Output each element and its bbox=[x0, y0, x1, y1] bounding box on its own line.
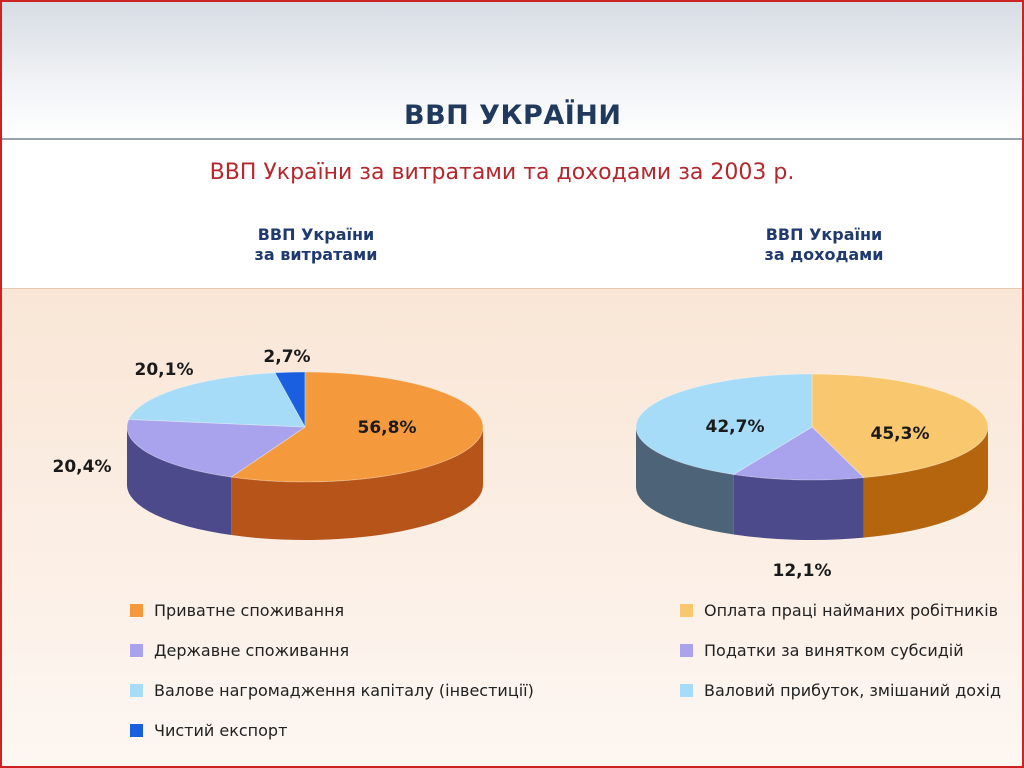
pie1-slice-2 bbox=[635, 373, 813, 475]
legend-label: Податки за винятком субсидій bbox=[704, 641, 964, 660]
pie1-label-1: 12,1% bbox=[773, 561, 832, 581]
chart-title-line1: ВВП України bbox=[765, 225, 883, 244]
pie0-side-2 bbox=[126, 427, 232, 536]
pie-chart-income: 45,3% 12,1% 42,7% bbox=[635, 373, 989, 581]
legend-label: Чистий експорт bbox=[154, 721, 288, 740]
pie0-slice-3 bbox=[128, 372, 306, 428]
pie0-label-3: 20,1% bbox=[135, 360, 194, 380]
pie0-label-2: 20,4% bbox=[53, 457, 112, 477]
pie1-side-2 bbox=[636, 427, 734, 535]
pie1-slice-0 bbox=[811, 373, 989, 479]
chart-title-line2: за витратами bbox=[254, 245, 378, 264]
pie0-slice-1 bbox=[230, 371, 484, 483]
pie1-label-2: 42,7% bbox=[706, 417, 765, 437]
header-band bbox=[2, 2, 1022, 140]
legend-label: Приватне споживання bbox=[154, 601, 345, 620]
pie1-slice-1 bbox=[732, 426, 865, 481]
chart-title-line2: за доходами bbox=[764, 245, 884, 264]
pie-chart-expenditure: 2,7% 56,8% 20,4% 20,1% bbox=[53, 347, 484, 541]
pie1-side-1 bbox=[733, 474, 864, 540]
slide-subtitle: ВВП України за витратами та доходами за … bbox=[209, 160, 795, 185]
pie0-slice-0 bbox=[274, 371, 306, 429]
legend-swatch bbox=[680, 604, 693, 617]
legend-swatch bbox=[130, 684, 143, 697]
pie0-label-0: 2,7% bbox=[263, 347, 310, 367]
legend-swatch bbox=[130, 644, 143, 657]
pie1-label-0: 45,3% bbox=[871, 424, 930, 444]
pie1-side-0 bbox=[863, 427, 989, 538]
legend-swatch bbox=[680, 644, 693, 657]
slide-title: ВВП УКРАЇНИ bbox=[404, 100, 622, 131]
pie0-slice-2 bbox=[126, 419, 307, 478]
pie0-side-1 bbox=[231, 427, 483, 541]
legend-label: Оплата праці найманих робітників bbox=[704, 601, 999, 620]
legend-swatch bbox=[130, 604, 143, 617]
legend-label: Валовий прибуток, змішаний дохід bbox=[704, 681, 1002, 700]
pie0-label-1: 56,8% bbox=[358, 418, 417, 438]
legend-label: Державне споживання bbox=[154, 641, 350, 660]
chart-title-expenditure: ВВП України за витратами bbox=[166, 225, 466, 265]
chart-title-income: ВВП України за доходами bbox=[674, 225, 974, 265]
legend-swatch bbox=[680, 684, 693, 697]
legend-label: Валове нагромадження капіталу (інвестиці… bbox=[154, 681, 534, 700]
legend-swatch bbox=[130, 724, 143, 737]
chart-title-line1: ВВП України bbox=[257, 225, 375, 244]
